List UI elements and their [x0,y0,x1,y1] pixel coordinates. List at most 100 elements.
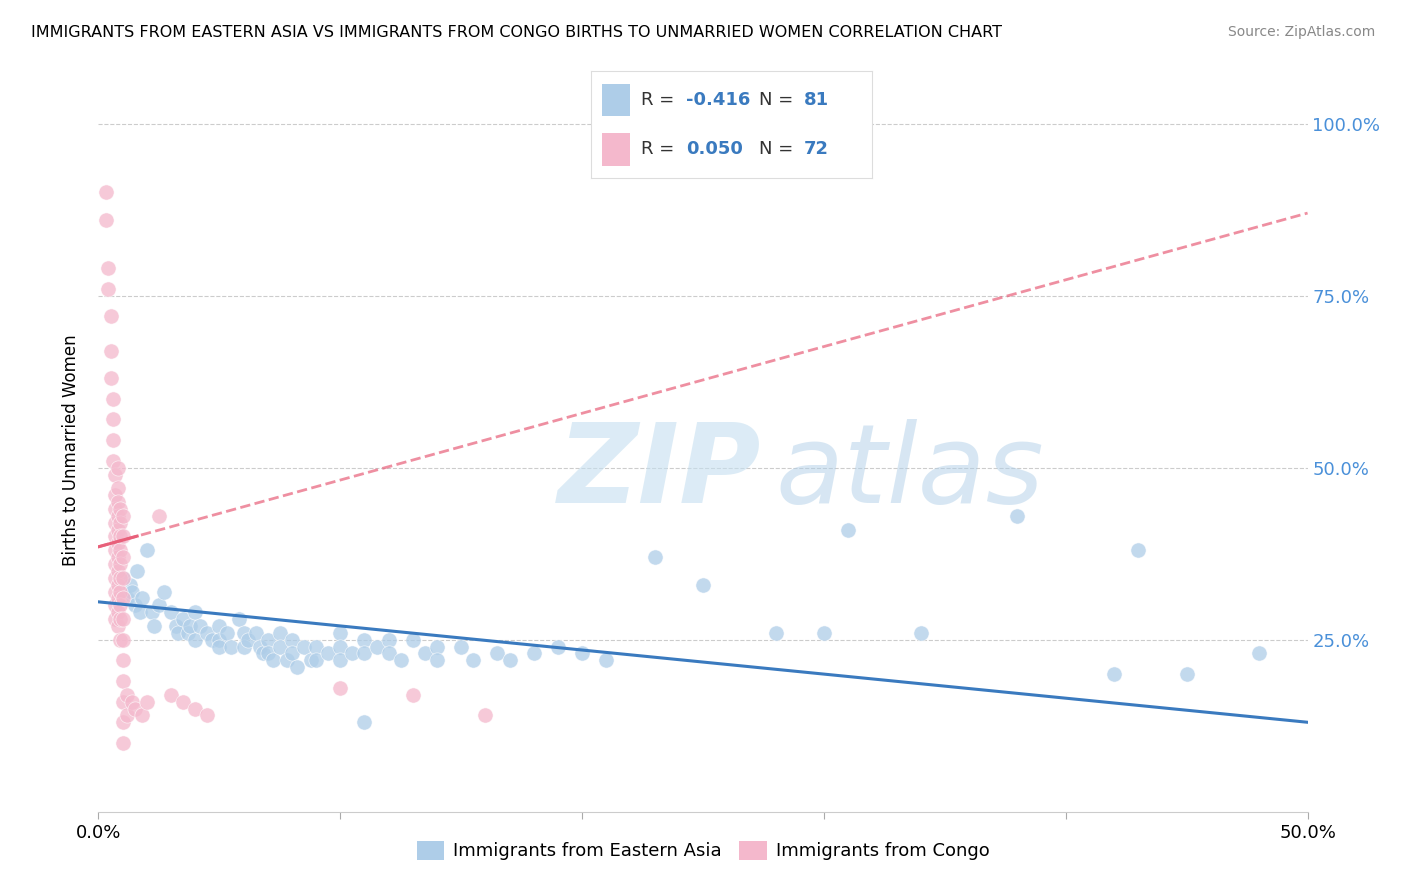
Point [111,736,134,750]
Point [117,708,139,723]
Point [342,647,364,661]
Point [107,605,129,619]
Point [108,584,131,599]
Text: ZIP: ZIP [558,418,762,525]
Point [104,599,127,613]
Point [329,653,352,667]
Point [177,625,200,640]
Point [1128,543,1150,558]
Point [97,261,120,276]
Point [813,625,835,640]
Point [208,640,231,654]
Point [276,653,298,667]
Point [245,625,267,640]
Point [107,508,129,523]
Text: atlas: atlas [776,418,1045,525]
Point [100,343,122,358]
Point [108,543,131,558]
Point [329,640,352,654]
Text: 81: 81 [804,91,830,109]
Point [107,564,129,578]
Point [143,619,166,633]
Point [135,695,157,709]
Point [184,632,207,647]
Point [108,632,131,647]
Point [101,392,124,406]
Point [285,660,308,674]
Point [100,371,122,385]
Point [131,591,153,606]
Point [111,612,134,626]
Point [547,640,569,654]
Point [377,647,399,661]
Point [595,653,617,667]
Point [281,647,304,661]
Text: IMMIGRANTS FROM EASTERN ASIA VS IMMIGRANTS FROM CONGO BIRTHS TO UNMARRIED WOMEN : IMMIGRANTS FROM EASTERN ASIA VS IMMIGRAN… [31,25,1002,40]
Point [94,213,117,227]
Point [232,625,254,640]
Point [402,688,425,702]
Point [111,571,134,585]
Point [160,688,183,702]
Point [111,571,134,585]
Point [104,516,127,530]
Point [498,653,520,667]
Point [104,502,127,516]
Point [221,640,243,654]
Point [299,653,322,667]
Point [179,619,201,633]
Point [208,632,231,647]
Point [463,653,485,667]
Point [256,647,278,661]
Point [413,647,436,661]
Point [571,647,593,661]
Point [252,647,274,661]
Point [644,550,666,565]
Text: N =: N = [759,141,799,159]
Point [108,557,131,571]
Point [104,557,127,571]
Point [215,625,238,640]
Point [426,640,449,654]
Bar [602,134,630,166]
Point [111,653,134,667]
Point [238,632,260,647]
Point [910,625,932,640]
Point [1007,508,1029,523]
Point [184,701,207,715]
Point [1175,667,1198,681]
Y-axis label: Births to Unmarried Women: Births to Unmarried Women [62,334,80,566]
Point [111,695,134,709]
Point [305,653,328,667]
Point [108,529,131,543]
Point [256,632,278,647]
Point [316,647,339,661]
Point [111,715,134,730]
Point [1249,647,1271,661]
Point [195,625,218,640]
Text: N =: N = [759,91,799,109]
Point [228,612,250,626]
Point [104,612,127,626]
Point [104,571,127,585]
Point [111,508,134,523]
Point [837,523,859,537]
Point [101,433,124,447]
Point [107,577,129,591]
Point [121,584,143,599]
Point [402,632,425,647]
Point [765,625,787,640]
Point [262,653,284,667]
Point [148,508,170,523]
Point [269,625,291,640]
Point [108,571,131,585]
Text: 0.050: 0.050 [686,141,742,159]
Point [184,605,207,619]
Point [100,310,122,324]
Point [249,640,271,654]
Point [389,653,412,667]
Point [107,591,129,606]
Bar [602,84,630,116]
Legend: Immigrants from Eastern Asia, Immigrants from Congo: Immigrants from Eastern Asia, Immigrants… [409,834,997,868]
Point [692,577,714,591]
